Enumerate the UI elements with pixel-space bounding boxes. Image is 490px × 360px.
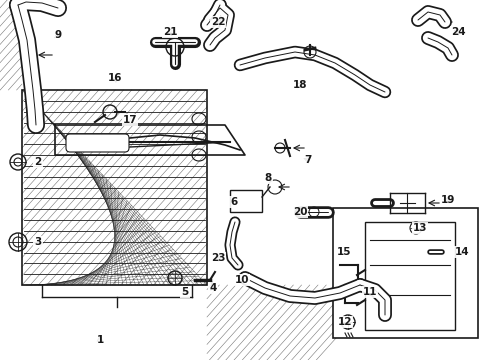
- Bar: [365, 222, 455, 330]
- Bar: [230, 190, 262, 212]
- Text: 18: 18: [293, 80, 307, 90]
- Text: 13: 13: [413, 223, 427, 233]
- Text: 11: 11: [363, 287, 377, 297]
- Text: 15: 15: [337, 247, 351, 257]
- Bar: [333, 208, 478, 338]
- Text: 10: 10: [235, 275, 249, 285]
- Text: 7: 7: [304, 155, 312, 165]
- Text: 16: 16: [108, 73, 122, 83]
- Bar: [22, 90, 207, 285]
- Text: 22: 22: [211, 17, 225, 27]
- Text: 12: 12: [338, 317, 352, 327]
- Text: 2: 2: [34, 157, 42, 167]
- Text: 1: 1: [97, 335, 103, 345]
- Text: 23: 23: [211, 253, 225, 263]
- Text: 24: 24: [451, 27, 465, 37]
- Text: 21: 21: [163, 27, 177, 37]
- Text: 14: 14: [455, 247, 469, 257]
- Text: 20: 20: [293, 207, 307, 217]
- Text: 17: 17: [122, 115, 137, 125]
- Text: 19: 19: [441, 195, 455, 205]
- Text: 8: 8: [265, 173, 271, 183]
- Text: 6: 6: [230, 197, 238, 207]
- Text: 4: 4: [209, 283, 217, 293]
- Text: 5: 5: [181, 287, 189, 297]
- Text: 3: 3: [34, 237, 42, 247]
- Text: 9: 9: [54, 30, 62, 40]
- FancyBboxPatch shape: [66, 134, 129, 152]
